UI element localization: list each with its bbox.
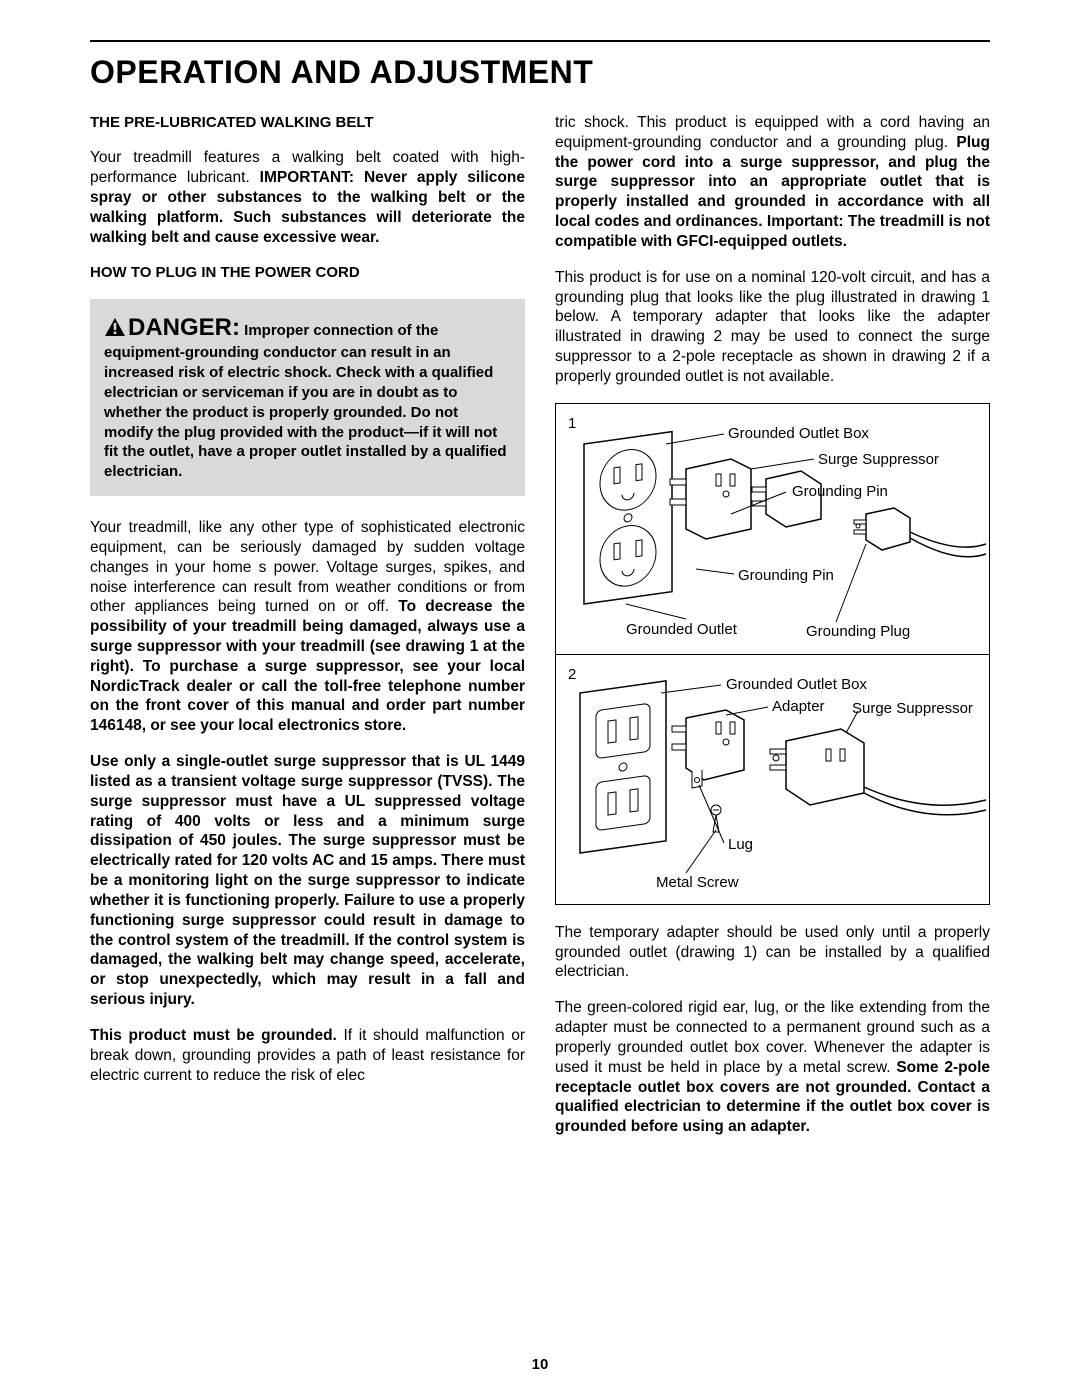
para-grounded: This product must be grounded. If it sho… xyxy=(90,1026,525,1085)
danger-word: DANGER: xyxy=(128,314,240,341)
label-surge-suppressor: Surge Suppressor xyxy=(818,450,939,469)
diagram-panel-2: 2 Grounded Outlet Box Adapter Surge Supp… xyxy=(556,654,989,904)
label-grounded-outlet-box: Grounded Outlet Box xyxy=(728,424,869,443)
danger-text: Improper connection of the equipment-gro… xyxy=(104,322,507,481)
diagram-1-number: 1 xyxy=(568,414,576,433)
content-columns: THE PRE-LUBRICATED WALKING BELT Your tre… xyxy=(90,113,990,1137)
danger-box: DANGER: Improper connection of the equip… xyxy=(90,299,525,497)
warning-icon xyxy=(104,317,126,343)
para-lug: The green-colored rigid ear, lug, or the… xyxy=(555,998,990,1137)
label-surge-suppressor-2: Surge Suppressor xyxy=(852,699,973,718)
para-belt: Your treadmill features a walking belt c… xyxy=(90,148,525,247)
text: tric shock. This product is equipped wit… xyxy=(555,114,990,151)
label-grounded-outlet-box-2: Grounded Outlet Box xyxy=(726,675,867,694)
left-column: THE PRE-LUBRICATED WALKING BELT Your tre… xyxy=(90,113,525,1137)
label-adapter: Adapter xyxy=(772,697,825,716)
para-surge-2: Use only a single-outlet surge suppresso… xyxy=(90,752,525,1010)
text-bold: Plug the power cord into a surge suppres… xyxy=(555,134,990,250)
heading-power: HOW TO PLUG IN THE POWER CORD xyxy=(90,263,525,282)
para-temp-adapter: The temporary adapter should be used onl… xyxy=(555,923,990,982)
para-circuit: This product is for use on a nominal 120… xyxy=(555,268,990,387)
right-column: tric shock. This product is equipped wit… xyxy=(555,113,990,1137)
label-grounding-plug: Grounding Plug xyxy=(806,622,910,641)
diagram-box: 1 Grounded Outlet Box Surge Suppressor G… xyxy=(555,403,990,905)
page-number: 10 xyxy=(0,1356,1080,1373)
heading-belt: THE PRE-LUBRICATED WALKING BELT xyxy=(90,113,525,132)
label-grounding-pin-2: Grounding Pin xyxy=(738,566,834,585)
text-bold: To decrease the possibility of your trea… xyxy=(90,598,525,734)
label-grounding-pin-1: Grounding Pin xyxy=(792,482,888,501)
label-metal-screw: Metal Screw xyxy=(656,873,739,892)
para-cord: tric shock. This product is equipped wit… xyxy=(555,113,990,252)
label-grounded-outlet: Grounded Outlet xyxy=(626,620,737,639)
para-surge-1: Your treadmill, like any other type of s… xyxy=(90,518,525,736)
diagram-panel-1: 1 Grounded Outlet Box Surge Suppressor G… xyxy=(556,404,989,654)
diagram-2-number: 2 xyxy=(568,665,576,684)
page-title: OPERATION AND ADJUSTMENT xyxy=(90,54,990,91)
label-lug: Lug xyxy=(728,835,753,854)
text-bold: Use only a single-outlet surge suppresso… xyxy=(90,753,525,1008)
text-bold: This product must be grounded. xyxy=(90,1027,337,1044)
